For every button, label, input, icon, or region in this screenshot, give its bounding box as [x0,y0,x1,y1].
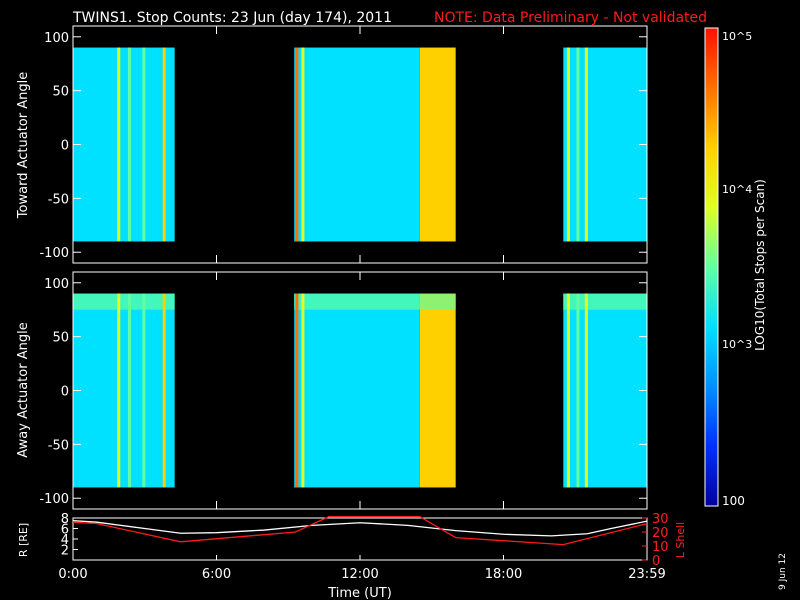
time-xtick-label-2: 12:00 [341,567,378,582]
colorbar-tick-1e3: 10^3 [722,338,752,351]
toward-ytick-label-3: -50 [48,192,69,207]
figure-title: TWINS1. Stop Counts: 23 Jun (day 174), 2… [72,10,392,26]
toward-stripe-2 [142,47,146,242]
time-xtick-label-0: 0:00 [58,567,87,582]
l-shell-line [72,515,648,546]
away-ytick-label-4: -100 [39,492,69,507]
toward-stripe-0 [117,47,121,242]
away-high-angle-band-1 [294,293,456,310]
away-ytick-label-0: 100 [44,277,69,292]
away-y-axis: 100 50 0 -50 -100 [39,272,648,509]
toward-ytick-label-0: 100 [44,31,69,46]
time-axis-label: Time (UT) [327,586,392,600]
r-ytick-label-1: 4 [61,533,69,548]
toward-stripe-3 [162,47,166,242]
toward-ytick-label-2: 0 [61,139,69,154]
away-ytick-label-1: 50 [52,331,69,346]
away-ytick-label-2: 0 [61,385,69,400]
away-heatmap-data [73,293,647,488]
colorbar-tick-1e4: 10^4 [722,183,752,196]
time-xtick-label-4: 23:59 [628,567,665,582]
r-axis-label: R [RE] [17,523,30,557]
r-ytick-label-2: 6 [61,523,69,538]
toward-stripe-7 [576,47,580,242]
away-high-angle-band-0 [73,293,175,310]
colorbar-gradient [704,27,719,507]
orbit-lines [72,515,648,546]
away-value-band-3 [563,293,647,488]
toward-value-band-0 [73,47,175,242]
away-stripe-7 [576,293,580,488]
away-stripe-5 [301,293,305,488]
preliminary-note: NOTE: Data Preliminary - Not validated [434,10,707,26]
lshell-ytick-label-1: 10 [652,540,669,555]
away-stripe-8 [584,293,588,488]
toward-y-axis: 100 50 0 -50 -100 [39,26,648,263]
lshell-ytick-label-3: 30 [652,512,669,527]
away-value-band-2 [419,293,456,488]
lshell-axis-label: L Shell [674,522,687,558]
r-ytick-label-3: 8 [61,512,69,527]
away-value-band-0 [73,293,175,488]
colorbar: 10^5 10^4 10^3 100 LOG10(Total Stops per… [704,27,767,508]
away-ytick-label-3: -50 [48,438,69,453]
toward-value-band-2 [419,47,456,242]
toward-stripe-6 [566,47,570,242]
toward-stripe-1 [128,47,132,242]
date-stamp: 9 Jun 12 [778,553,788,590]
away-stripe-1 [128,293,132,488]
away-stripe-6 [566,293,570,488]
away-stripe-0 [117,293,121,488]
colorbar-tick-100: 100 [722,494,745,508]
away-stripe-2 [142,293,146,488]
toward-ytick-label-1: 50 [52,85,69,100]
toward-y-axis-label: Toward Actuator Angle [16,72,31,219]
panel-away: 100 50 0 -50 -100 Away Actuator Angle [16,271,648,510]
time-xtick-label-1: 6:00 [202,567,231,582]
away-high-angle-band-2 [563,293,647,310]
colorbar-tick-1e5: 10^5 [722,30,752,43]
away-stripe-3 [162,293,166,488]
time-xtick-label-3: 18:00 [485,567,522,582]
colorbar-label: LOG10(Total Stops per Scan) [753,179,767,351]
toward-ytick-label-4: -100 [39,246,69,261]
r-distance-line [72,519,648,537]
toward-stripe-8 [584,47,588,242]
panel-toward: 100 50 0 -50 -100 Toward Actuator Angle [16,25,648,264]
away-value-band-1 [294,293,420,488]
toward-stripe-4 [295,47,299,242]
away-y-axis-label: Away Actuator Angle [16,322,31,457]
toward-stripe-5 [301,47,305,242]
toward-value-band-1 [294,47,420,242]
lshell-ytick-label-2: 20 [652,526,669,541]
away-stripe-4 [295,293,299,488]
lshell-ytick-label-0: 0 [652,554,660,569]
toward-heatmap-data [73,47,647,242]
r-ytick-label-0: 2 [61,544,69,559]
toward-value-band-3 [563,47,647,242]
